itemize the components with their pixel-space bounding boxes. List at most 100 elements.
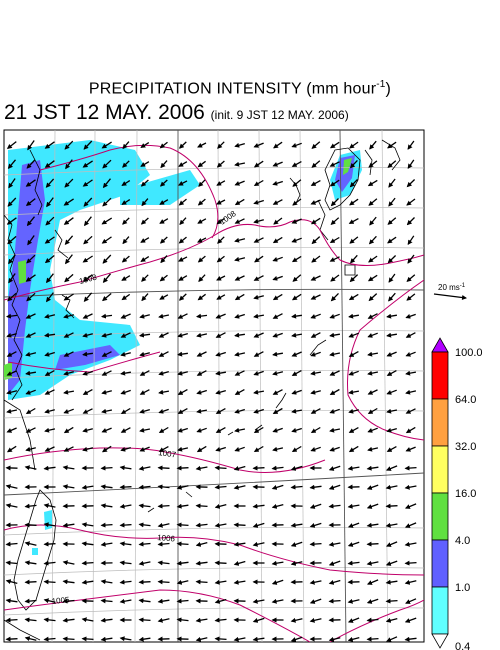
wind-arrow <box>177 313 188 319</box>
wind-arrow <box>328 636 341 642</box>
wind-arrow <box>82 274 93 282</box>
wind-arrow <box>216 199 226 205</box>
wind-arrow <box>272 293 283 301</box>
wind-arrow <box>6 445 17 453</box>
wind-arrow <box>272 256 283 262</box>
wind-arrow <box>329 388 340 396</box>
wind-arrow <box>122 236 130 245</box>
wind-arrow <box>347 598 360 604</box>
wind-arrow <box>234 237 246 243</box>
wind-arrow <box>366 598 379 604</box>
wind-arrow <box>140 217 149 225</box>
wind-arrow <box>44 446 55 452</box>
wind-arrow <box>119 484 132 490</box>
wind-arrow <box>195 636 208 642</box>
wind-arrow <box>195 617 208 623</box>
wind-arrow <box>329 446 340 452</box>
wind-arrow <box>63 217 74 225</box>
wind-arrow <box>100 541 113 547</box>
colorbar-level-label: 16.0 <box>455 488 476 500</box>
wind-arrow <box>234 256 246 262</box>
wind-arrow <box>139 389 150 395</box>
wind-arrow <box>82 408 93 414</box>
wind-arrow <box>63 446 74 452</box>
wind-arrow <box>404 484 417 490</box>
wind-arrow <box>5 617 18 623</box>
wind-arrow <box>159 141 168 149</box>
wind-arrow <box>385 541 398 547</box>
wind-arrow <box>311 160 321 168</box>
wind-arrow <box>387 255 397 264</box>
wind-arrow <box>27 140 35 151</box>
wind-arrow <box>386 332 398 338</box>
wind-arrow <box>290 636 303 642</box>
colorbar-segment <box>431 351 449 400</box>
wind-arrow <box>138 617 151 623</box>
wind-arrow <box>291 445 302 453</box>
wind-arrow <box>176 484 189 490</box>
wind-arrow <box>177 389 188 395</box>
wind-arrow <box>197 218 207 224</box>
wind-arrow <box>139 427 151 433</box>
wind-arrow <box>100 503 113 509</box>
wind-arrow <box>348 218 359 224</box>
wind-arrow <box>159 199 169 205</box>
wind-arrow <box>196 389 207 395</box>
wind-arrow <box>24 579 37 585</box>
wind-arrow <box>328 541 341 547</box>
wind-arrow <box>119 636 132 642</box>
wind-arrow <box>122 217 130 225</box>
wind-arrow <box>64 178 74 188</box>
wind-arrow <box>157 560 170 566</box>
wind-arrow <box>7 235 17 245</box>
wind-arrow <box>291 370 302 376</box>
wind-arrow <box>234 313 245 319</box>
wind-arrow <box>216 160 225 168</box>
wind-arrow <box>386 636 398 642</box>
wind-arrow <box>388 292 396 302</box>
wind-arrow <box>6 217 17 225</box>
colorbar-segment <box>431 539 449 588</box>
wind-arrow <box>25 407 36 415</box>
colorbar-segment <box>431 492 449 541</box>
wind-arrow <box>197 293 206 301</box>
colorbar-bottom-cap <box>431 633 449 649</box>
wind-arrow <box>216 275 226 281</box>
wind-arrow <box>139 446 150 452</box>
wind-arrow <box>83 235 93 245</box>
wind-arrow <box>214 579 227 585</box>
wind-arrow <box>309 598 322 604</box>
wind-arrow <box>198 179 206 187</box>
wind-arrow <box>291 142 302 148</box>
wind-arrow <box>176 598 189 604</box>
wind-arrow <box>310 217 321 225</box>
wind-arrow <box>291 218 302 224</box>
wind-arrow <box>101 217 113 225</box>
wind-arrow <box>349 141 359 149</box>
wind-arrow <box>138 503 151 509</box>
wind-arrow <box>367 332 378 338</box>
wind-arrow <box>217 236 225 244</box>
wind-arrow <box>159 179 168 187</box>
wind-arrow <box>102 254 112 264</box>
wind-arrow <box>26 254 36 264</box>
wind-arrow <box>25 274 36 282</box>
isobar-label: 1006 <box>157 533 176 544</box>
wind-arrow <box>328 560 341 566</box>
wind-arrow <box>102 178 112 189</box>
wind-arrow <box>272 199 283 205</box>
wind-arrow <box>177 332 188 338</box>
wind-arrow <box>63 426 74 434</box>
wind-arrow <box>386 389 397 395</box>
colorbar-level-label: 4.0 <box>455 535 470 547</box>
wind-arrow <box>6 313 18 319</box>
wind-arrow <box>83 292 93 302</box>
wind-arrow <box>44 427 56 433</box>
wind-arrow <box>387 160 397 168</box>
wind-arrow <box>272 236 283 244</box>
colorbar-top-cap <box>431 337 449 353</box>
wind-arrow <box>63 370 74 376</box>
wind-arrow <box>8 178 16 189</box>
wind-arrow <box>101 351 112 357</box>
wind-arrow <box>196 370 207 376</box>
